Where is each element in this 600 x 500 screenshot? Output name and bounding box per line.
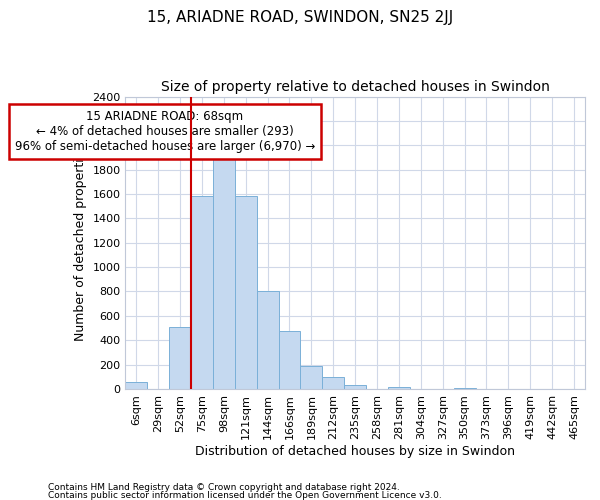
Bar [191, 196, 213, 389]
X-axis label: Distribution of detached houses by size in Swindon: Distribution of detached houses by size … [195, 444, 515, 458]
Bar [388, 386, 410, 389]
Bar [169, 327, 191, 389]
Bar [322, 378, 344, 389]
Bar [454, 388, 476, 389]
Y-axis label: Number of detached properties: Number of detached properties [74, 144, 86, 342]
Bar [213, 152, 235, 389]
Text: 15, ARIADNE ROAD, SWINDON, SN25 2JJ: 15, ARIADNE ROAD, SWINDON, SN25 2JJ [147, 10, 453, 25]
Bar [344, 384, 366, 389]
Text: 15 ARIADNE ROAD: 68sqm
← 4% of detached houses are smaller (293)
96% of semi-det: 15 ARIADNE ROAD: 68sqm ← 4% of detached … [14, 110, 315, 153]
Text: Contains HM Land Registry data © Crown copyright and database right 2024.: Contains HM Land Registry data © Crown c… [48, 484, 400, 492]
Title: Size of property relative to detached houses in Swindon: Size of property relative to detached ho… [161, 80, 550, 94]
Bar [257, 292, 278, 389]
Bar [301, 366, 322, 389]
Bar [235, 196, 257, 389]
Text: Contains public sector information licensed under the Open Government Licence v3: Contains public sector information licen… [48, 490, 442, 500]
Bar [125, 382, 147, 389]
Bar [278, 331, 301, 389]
